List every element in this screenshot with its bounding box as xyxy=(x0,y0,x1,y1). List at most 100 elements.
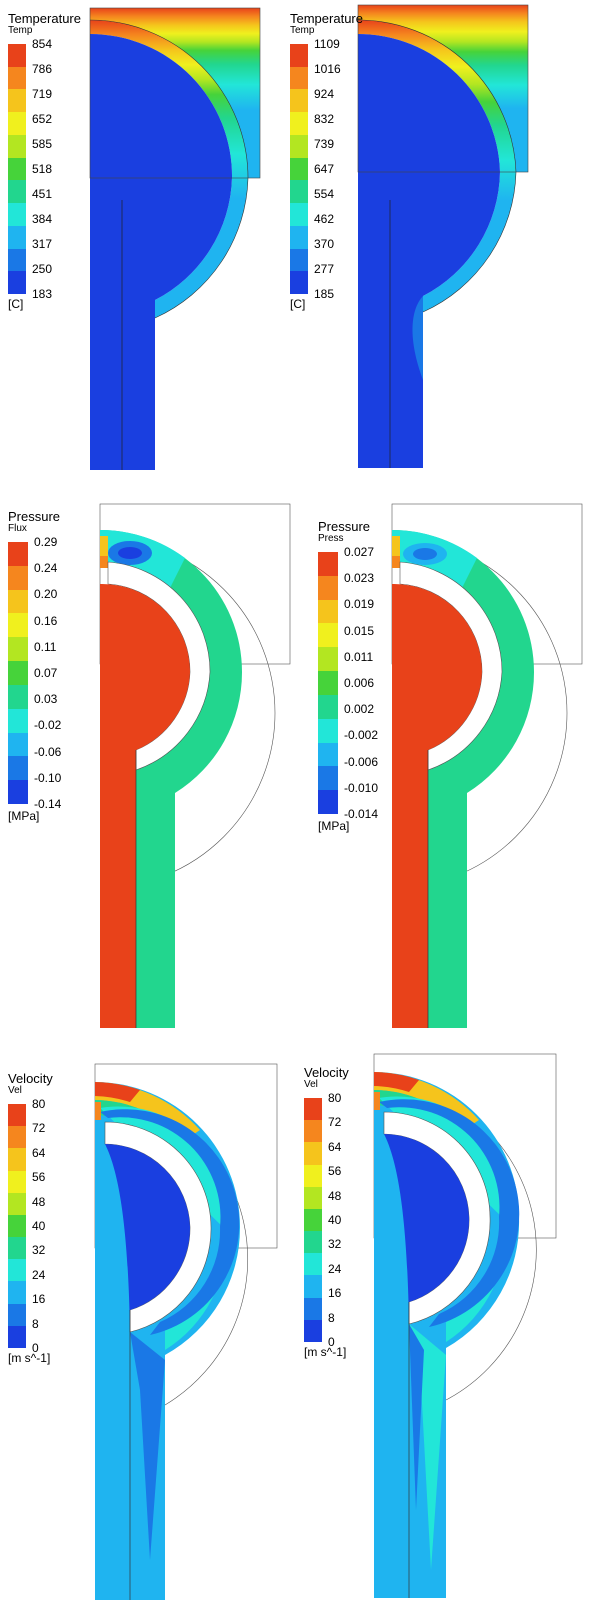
temp-outer-region xyxy=(358,5,528,172)
colorbar-swatch xyxy=(304,1297,322,1321)
colorbar-swatch xyxy=(318,742,338,767)
colorbar-swatch xyxy=(8,732,28,757)
colorbar-tick-label: 72 xyxy=(32,1121,46,1136)
colorbar-tick-label: 64 xyxy=(328,1139,342,1154)
colorbar-tick-label: 0.002 xyxy=(344,702,375,717)
velocity-contour-left xyxy=(94,1063,278,1600)
colorbar-tick-label: 518 xyxy=(32,162,53,176)
legend-title: Temperature xyxy=(290,11,363,26)
colorbar-swatch xyxy=(8,203,26,227)
colorbar-swatch xyxy=(318,766,338,791)
colorbar xyxy=(8,1104,26,1349)
colorbar-tick-label: 384 xyxy=(32,212,53,226)
legend-title: Velocity xyxy=(304,1065,349,1080)
colorbar-swatch xyxy=(8,542,28,567)
colorbar-tick-label: 0.24 xyxy=(34,561,58,576)
colorbar-swatch xyxy=(8,661,28,686)
colorbar xyxy=(8,542,28,805)
legend-unit: [C] xyxy=(8,297,24,311)
colorbar-swatch xyxy=(304,1098,322,1121)
colorbar-swatch xyxy=(290,89,308,113)
colorbar-swatch xyxy=(8,589,28,614)
colorbar xyxy=(318,552,338,815)
colorbar-tick-label: 16 xyxy=(328,1286,342,1301)
colorbar-swatch xyxy=(318,599,338,624)
legend-subtitle: Vel xyxy=(304,1079,318,1090)
colorbar-tick-label: 72 xyxy=(328,1115,342,1130)
colorbar-tick-label: 317 xyxy=(32,237,53,251)
temp-core xyxy=(90,34,233,470)
colorbar-swatch xyxy=(8,1170,26,1194)
colorbar-swatch xyxy=(290,248,308,272)
velocity-core xyxy=(105,1144,191,1332)
colorbar-swatch xyxy=(8,44,26,68)
colorbar-swatch xyxy=(8,1303,26,1327)
colorbar-swatch xyxy=(8,1237,26,1260)
colorbar-swatch xyxy=(8,112,26,136)
colorbar-tick-label: 0.03 xyxy=(34,692,58,707)
colorbar-tick-label: 0 xyxy=(328,1335,335,1349)
temp-core xyxy=(358,33,500,468)
colorbar-swatch xyxy=(318,671,338,696)
velocity-contour-right xyxy=(373,1053,557,1598)
colorbar-tick-label: 277 xyxy=(314,262,335,276)
colorbar-swatch xyxy=(318,790,338,815)
temperature-contour-left xyxy=(89,7,261,470)
velocity-panel-left: Velocity Vel 80 72 64 56 48 40 32 24 16 8 0 [m s^-… xyxy=(0,1060,300,1608)
colorbar-swatch xyxy=(8,1104,26,1127)
pressure-core xyxy=(392,583,482,1028)
colorbar-tick-label: 24 xyxy=(32,1267,46,1282)
pressure-panel-left: Pressure Flux 0.29 0.24 0.20 0.16 0.11 0.07 0.… xyxy=(0,498,300,1038)
colorbar-tick-label: 462 xyxy=(314,212,335,226)
velocity-panel-right: Velocity Vel 80 72 64 56 48 40 32 24 16 8 0 [m s^-… xyxy=(296,1050,597,1608)
colorbar-tick-label: 250 xyxy=(32,262,53,276)
colorbar-tick-label: 16 xyxy=(32,1292,46,1307)
colorbar-swatch xyxy=(304,1275,322,1299)
colorbar-tick-label: 0.011 xyxy=(344,649,374,664)
legend-subtitle: Vel xyxy=(8,1085,22,1096)
colorbar-tick-label: 185 xyxy=(314,287,335,301)
legend-subtitle: Temp xyxy=(290,25,315,36)
legend-unit: [m s^-1] xyxy=(304,1345,347,1359)
colorbar-swatch xyxy=(8,248,26,272)
temperature-contour-right xyxy=(357,4,529,468)
colorbar xyxy=(304,1098,322,1343)
colorbar-swatch xyxy=(318,575,338,601)
legend-unit: [C] xyxy=(290,297,306,311)
legend-unit: [MPa] xyxy=(8,809,40,823)
colorbar-swatch xyxy=(8,565,28,591)
colorbar-swatch xyxy=(304,1253,322,1276)
colorbar-swatch xyxy=(290,66,308,90)
legend-unit: [m s^-1] xyxy=(8,1351,51,1365)
colorbar-tick-label: -0.14 xyxy=(34,797,62,811)
colorbar-tick-label: -0.010 xyxy=(344,780,379,795)
colorbar-swatch xyxy=(8,613,28,638)
legend-title: Velocity xyxy=(8,1071,53,1086)
colorbar-tick-label: 739 xyxy=(314,137,335,151)
colorbar-tick-label: 8 xyxy=(328,1310,335,1325)
colorbar-tick-label: 0.015 xyxy=(344,623,375,638)
colorbar-tick-label: 719 xyxy=(32,87,53,101)
colorbar-tick-label: 786 xyxy=(32,62,53,76)
colorbar-tick-label: 0.07 xyxy=(34,666,58,680)
pressure-core xyxy=(100,583,190,1028)
colorbar-swatch xyxy=(304,1120,322,1143)
colorbar xyxy=(290,44,308,295)
colorbar-swatch xyxy=(304,1164,322,1188)
colorbar-tick-label: 1109 xyxy=(314,37,340,51)
colorbar-swatch xyxy=(290,180,308,204)
colorbar-tick-label: 0 xyxy=(32,1341,39,1355)
legend-unit: [MPa] xyxy=(318,819,350,833)
colorbar-swatch xyxy=(8,637,28,662)
legend-title: Pressure xyxy=(8,509,61,524)
colorbar-swatch xyxy=(8,708,28,734)
colorbar-swatch xyxy=(304,1319,322,1343)
colorbar-swatch xyxy=(8,1325,26,1349)
colorbar-tick-label: 370 xyxy=(314,237,335,251)
colorbar-swatch xyxy=(8,225,26,250)
colorbar-tick-label: 0.11 xyxy=(34,639,57,654)
colorbar-swatch xyxy=(8,89,26,113)
colorbar-tick-label: 183 xyxy=(32,287,53,301)
legend-subtitle: Press xyxy=(318,533,344,544)
colorbar-tick-label: 64 xyxy=(32,1145,46,1160)
